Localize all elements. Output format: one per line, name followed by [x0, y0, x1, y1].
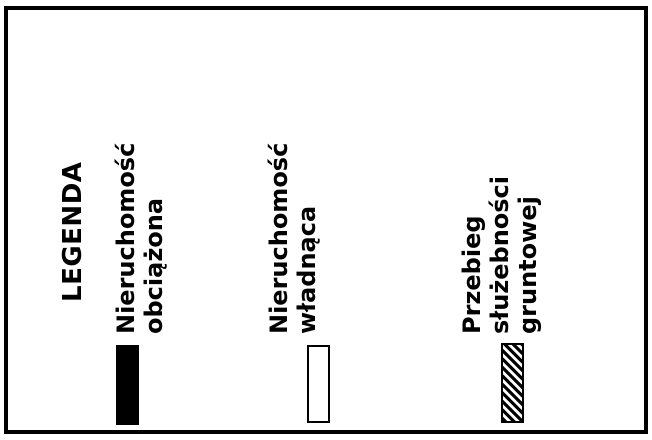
legend-label-easement-line2: służebności [486, 175, 514, 334]
legend-label-dominant-line1: Nieruchomość [265, 142, 293, 334]
legend-label-dominant-line2: władnąca [293, 205, 321, 334]
legend-title: LEGENDA [58, 161, 88, 302]
legend-swatch-burdened-property [116, 345, 139, 425]
legend-label-burdened-line1: Nieruchomość [112, 142, 140, 334]
legend-label-easement-route: Przebieg służebności gruntowej [458, 176, 542, 334]
legend-label-burdened-line2: obciążona [140, 197, 168, 334]
legend-label-dominant-property: Nieruchomość władnąca [265, 143, 321, 334]
legend-label-burdened-property: Nieruchomość obciążona [112, 143, 168, 334]
legend-swatch-dominant-property [307, 345, 330, 423]
legend-label-easement-line1: Przebieg [458, 215, 486, 334]
legend-label-easement-line3: gruntowej [514, 196, 542, 334]
legend-swatch-easement-route [501, 343, 524, 423]
